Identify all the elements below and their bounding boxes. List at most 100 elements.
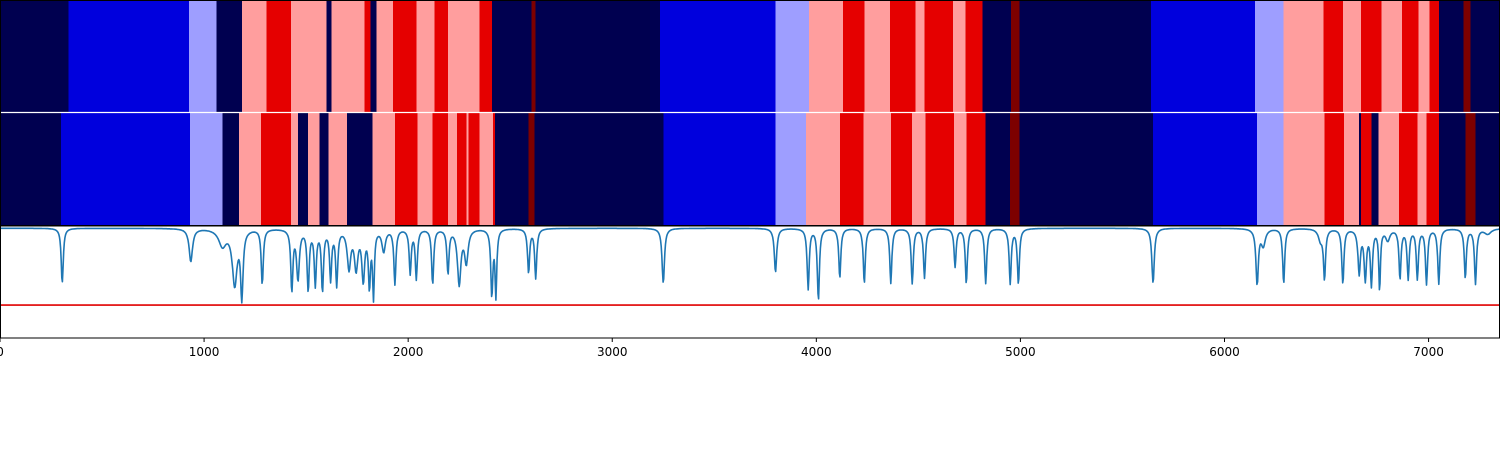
heatmap-segment xyxy=(364,1,372,112)
heatmap-segment xyxy=(188,1,217,112)
x-tick-label: 1000 xyxy=(189,345,220,359)
heatmap-segment xyxy=(61,113,191,225)
heatmap-segment xyxy=(660,1,777,112)
heatmap-segment xyxy=(1011,1,1020,112)
heatmap-segment xyxy=(326,1,333,112)
heatmap-segment xyxy=(479,1,493,112)
heatmap-row-1 xyxy=(0,1,1500,112)
heatmap-segment xyxy=(985,113,1011,225)
heatmap-segment xyxy=(1257,113,1285,225)
heatmap-segment xyxy=(447,1,481,112)
heatmap-segment xyxy=(1463,1,1472,112)
signal-line xyxy=(0,227,1500,304)
heatmap-segment xyxy=(394,113,418,225)
heatmap-segment xyxy=(1438,1,1464,112)
heatmap-segment xyxy=(864,1,891,112)
heatmap-segment xyxy=(261,113,292,225)
heatmap-segment xyxy=(775,1,810,112)
heatmap-segment xyxy=(966,113,987,225)
heatmap-segment xyxy=(238,113,262,225)
x-tick-label: 2000 xyxy=(393,345,424,359)
heatmap-segment xyxy=(222,113,240,225)
x-tick-label: 7000 xyxy=(1413,345,1444,359)
heatmap-segment xyxy=(1153,113,1258,225)
heatmap-segment xyxy=(1402,1,1419,112)
heatmap-segment xyxy=(297,113,309,225)
heatmap-segment xyxy=(912,113,927,225)
heatmap-segment xyxy=(1010,113,1020,225)
heatmap-segment xyxy=(266,1,292,112)
heatmap-segment xyxy=(68,1,190,112)
heatmap-segment xyxy=(447,113,458,225)
heatmap-segment xyxy=(1019,1,1152,112)
heatmap-segment xyxy=(1343,113,1360,225)
x-tick-label: 5000 xyxy=(1005,345,1036,359)
x-tick-label: 6000 xyxy=(1209,345,1240,359)
heatmap-segment xyxy=(1438,113,1466,225)
heatmap-segment xyxy=(1019,113,1154,225)
heatmap-segment xyxy=(434,1,449,112)
x-tick-label: 3000 xyxy=(597,345,628,359)
heatmap-segment xyxy=(1470,1,1500,112)
heatmap-segment xyxy=(1381,1,1403,112)
heatmap-segment xyxy=(1323,1,1344,112)
heatmap-segment xyxy=(775,113,807,225)
x-tick-label: 0 xyxy=(0,345,4,359)
heatmap-segment xyxy=(863,113,892,225)
heatmap-segment xyxy=(1371,113,1380,225)
heatmap-segment xyxy=(308,113,320,225)
heatmap-segment xyxy=(663,113,777,225)
heatmap-segment xyxy=(1426,113,1440,225)
heatmap-segment xyxy=(1283,113,1326,225)
heatmap-segment xyxy=(535,1,661,112)
heatmap-segment xyxy=(889,1,916,112)
heatmap-segment xyxy=(965,1,984,112)
heatmap-segment xyxy=(531,1,537,112)
heatmap-segment xyxy=(346,113,374,225)
heatmap-segment xyxy=(1342,1,1362,112)
heatmap-segment xyxy=(290,1,328,112)
heatmap-segment xyxy=(809,1,844,112)
heatmap-segment xyxy=(1418,1,1431,112)
x-tick-label: 4000 xyxy=(801,345,832,359)
heatmap-segment xyxy=(954,113,967,225)
heatmap-row-2 xyxy=(0,113,1500,225)
heatmap-segment xyxy=(1324,113,1345,225)
heatmap-segment xyxy=(1283,1,1325,112)
heatmap-segment xyxy=(924,1,954,112)
heatmap-segment xyxy=(491,1,533,112)
heatmap-segment xyxy=(492,113,496,225)
heatmap-segment xyxy=(925,113,955,225)
heatmap-segment xyxy=(376,1,394,112)
line-panel-background xyxy=(0,226,1500,338)
heatmap-segment xyxy=(417,113,434,225)
heatmap-segment xyxy=(466,113,469,225)
heatmap-segment xyxy=(1417,113,1428,225)
heatmap-segment xyxy=(328,113,348,225)
line-panel xyxy=(0,225,1500,339)
heatmap-segment xyxy=(432,113,449,225)
heatmap-segment xyxy=(468,113,481,225)
heatmap-segment xyxy=(1429,1,1440,112)
heatmap-segment xyxy=(319,113,330,225)
heatmap-segment xyxy=(189,113,224,225)
heatmap-segment xyxy=(982,1,1012,112)
heatmap-segment xyxy=(842,1,865,112)
heatmap-segment xyxy=(953,1,966,112)
heatmap-segment xyxy=(216,1,243,112)
heatmap-segment xyxy=(1255,1,1285,112)
heatmap-segment xyxy=(1151,1,1256,112)
heatmap-segment xyxy=(1361,113,1373,225)
heatmap-segment xyxy=(1398,113,1418,225)
heatmap-segment xyxy=(1465,113,1477,225)
heatmap-segment xyxy=(890,113,913,225)
heatmap-segment xyxy=(0,1,69,112)
heatmap-segment xyxy=(331,1,365,112)
x-axis: 0 1000 2000 3000 4000 5000 6000 7000 xyxy=(0,338,1444,359)
heatmap-segment xyxy=(1359,113,1362,225)
heatmap-segment xyxy=(494,113,530,225)
heatmap-segment xyxy=(290,113,299,225)
heatmap-segment xyxy=(534,113,664,225)
heatmap-segment xyxy=(392,1,417,112)
